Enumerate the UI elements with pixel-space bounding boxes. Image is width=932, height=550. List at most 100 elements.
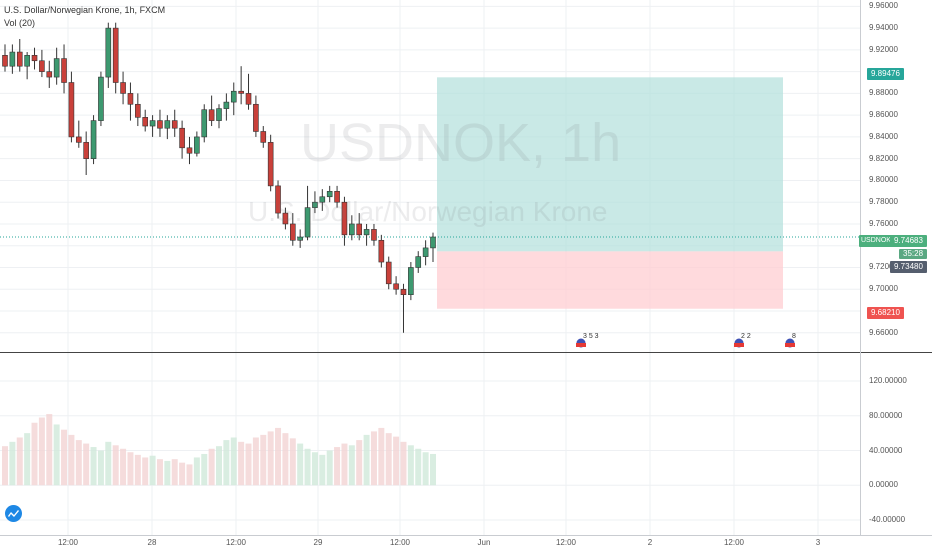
volume-bar bbox=[9, 441, 16, 486]
volume-tick-label: 0.00000 bbox=[869, 480, 898, 490]
candle-body bbox=[260, 131, 267, 143]
volume-bar bbox=[142, 457, 149, 486]
volume-bar bbox=[90, 447, 97, 486]
entry-price-tag: 9.73480 bbox=[890, 261, 927, 273]
candle-body bbox=[415, 256, 422, 268]
volume-bar bbox=[260, 434, 267, 486]
candle-body bbox=[319, 196, 326, 203]
candle-body bbox=[208, 109, 215, 121]
candle-body bbox=[230, 90, 237, 103]
candle-body bbox=[356, 223, 363, 236]
price-tick-label: 9.94000 bbox=[869, 23, 898, 33]
candle-body bbox=[334, 191, 340, 203]
time-tick-label: 12:00 bbox=[555, 538, 577, 547]
volume-bar bbox=[385, 433, 392, 486]
volume-bar bbox=[297, 443, 304, 486]
volume-bar bbox=[53, 424, 60, 486]
volume-bar bbox=[186, 464, 193, 486]
candle-body bbox=[282, 212, 289, 225]
volume-bar bbox=[252, 437, 259, 486]
event-count: 3 5 3 bbox=[583, 333, 599, 340]
candle-body bbox=[171, 120, 178, 129]
candle-body bbox=[393, 283, 399, 290]
volume-bar bbox=[348, 445, 355, 486]
candle-body bbox=[39, 60, 45, 72]
volume-bar bbox=[83, 443, 90, 486]
volume-bar bbox=[134, 454, 141, 486]
candle-body bbox=[400, 288, 407, 295]
time-tick-label: 12:00 bbox=[57, 538, 79, 547]
countdown-tag: 35:28 bbox=[899, 249, 928, 259]
candle-body bbox=[326, 191, 333, 198]
candle-body bbox=[304, 207, 311, 238]
candle-body bbox=[98, 76, 104, 121]
candle-body bbox=[430, 236, 436, 249]
volume-bar bbox=[16, 437, 23, 486]
volume-tick-label: -40.00000 bbox=[869, 514, 906, 524]
candle-body bbox=[9, 51, 16, 67]
candle-body bbox=[2, 55, 8, 67]
volume-bar bbox=[105, 441, 112, 486]
candle-body bbox=[53, 58, 60, 78]
price-tick-label: 9.84000 bbox=[869, 131, 898, 141]
time-tick-label: 12:00 bbox=[225, 538, 247, 547]
chart-title: U.S. Dollar/Norwegian Krone, 1h, FXCM bbox=[4, 5, 166, 15]
volume-bar bbox=[319, 454, 326, 486]
price-tick-label: 9.66000 bbox=[869, 327, 898, 337]
volume-bar bbox=[171, 459, 178, 486]
volume-bar bbox=[304, 448, 311, 486]
volume-bar bbox=[216, 446, 222, 486]
volume-bar bbox=[356, 440, 363, 486]
candle-body bbox=[120, 82, 126, 94]
volume-bar bbox=[326, 450, 333, 486]
price-tick-label: 9.76000 bbox=[869, 218, 898, 228]
volume-bar bbox=[430, 453, 436, 486]
volume-bar bbox=[120, 448, 127, 486]
candle-body bbox=[238, 90, 244, 94]
candle-body bbox=[253, 103, 259, 132]
volume-bar bbox=[393, 436, 400, 486]
candle-body bbox=[157, 120, 163, 129]
volume-bar bbox=[61, 429, 68, 486]
candle-body bbox=[297, 236, 303, 241]
volume-tick-label: 80.00000 bbox=[869, 410, 903, 420]
volume-bar bbox=[334, 447, 341, 486]
price-tick-label: 9.82000 bbox=[869, 153, 898, 163]
time-tick-label: 12:00 bbox=[389, 538, 411, 547]
candle-body bbox=[422, 247, 429, 257]
volume-bar bbox=[363, 434, 370, 486]
candle-body bbox=[31, 55, 38, 62]
volume-bar bbox=[164, 460, 171, 486]
event-flag-stripe bbox=[785, 343, 795, 347]
candle-body bbox=[267, 142, 274, 187]
volume-bar bbox=[2, 446, 8, 486]
profit-zone bbox=[437, 77, 783, 252]
price-tick-label: 9.72000 bbox=[869, 262, 898, 272]
volume-bar bbox=[341, 443, 348, 486]
candle-body bbox=[142, 117, 149, 127]
event-count: 2 2 bbox=[741, 333, 751, 340]
candle-body bbox=[385, 261, 392, 285]
candle-body bbox=[408, 267, 414, 295]
volume-bar bbox=[31, 422, 38, 486]
volume-bar bbox=[149, 455, 156, 486]
candle-body bbox=[75, 136, 82, 143]
candle-body bbox=[24, 55, 30, 67]
candle-body bbox=[149, 120, 156, 127]
candle-body bbox=[90, 120, 97, 159]
volume-bar bbox=[400, 441, 407, 486]
candle-body bbox=[61, 58, 67, 83]
candle-body bbox=[135, 103, 141, 118]
volume-bar bbox=[275, 427, 282, 486]
tradingview-logo-icon[interactable] bbox=[5, 505, 22, 522]
candle-body bbox=[179, 127, 185, 149]
candle-body bbox=[289, 223, 296, 241]
volume-bar bbox=[208, 448, 215, 486]
candle-body bbox=[186, 147, 193, 154]
candle-body bbox=[68, 82, 75, 138]
price-tick-label: 9.96000 bbox=[869, 1, 898, 11]
price-tick-label: 9.88000 bbox=[869, 88, 898, 98]
volume-bar bbox=[407, 445, 414, 486]
volume-indicator-label[interactable]: Vol (20) bbox=[4, 18, 36, 28]
